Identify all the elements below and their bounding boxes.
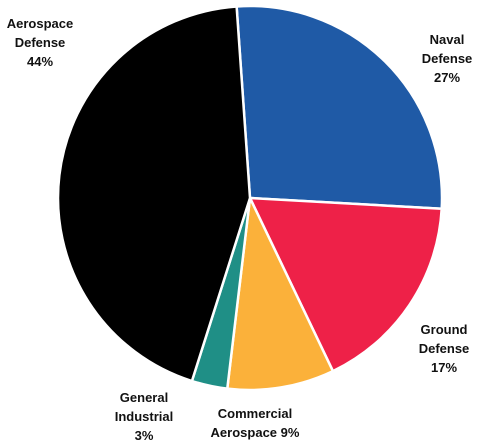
label-commercial-aerospace-line2: Aerospace 9%	[210, 425, 300, 440]
label-aerospace-defense-line1: Aerospace	[6, 16, 74, 31]
label-aerospace-defense: Aerospace Defense 44%	[2, 14, 78, 71]
label-naval-defense: Naval Defense 27%	[416, 30, 478, 87]
label-general-industrial-line1: General	[119, 390, 169, 405]
label-aerospace-defense-value: 44%	[26, 54, 54, 69]
label-commercial-aerospace-line1: Commercial	[217, 406, 293, 421]
label-naval-defense-line2: Defense	[421, 51, 473, 66]
label-general-industrial: General Industrial 3%	[112, 388, 176, 445]
slice-naval-defense	[235, 4, 444, 210]
pie-slices	[56, 4, 444, 392]
label-naval-defense-value: 27%	[433, 70, 461, 85]
label-general-industrial-line2: Industrial	[114, 409, 174, 424]
label-naval-defense-line1: Naval	[429, 32, 465, 47]
slice-aerospace-defense	[56, 5, 252, 383]
label-ground-defense-value: 17%	[430, 360, 458, 375]
label-aerospace-defense-line2: Defense	[14, 35, 66, 50]
label-ground-defense: Ground Defense 17%	[408, 320, 480, 377]
label-ground-defense-line2: Defense	[418, 341, 470, 356]
slice-commercial-aerospace	[226, 196, 335, 392]
label-general-industrial-value: 3%	[134, 428, 154, 443]
label-ground-defense-line1: Ground	[420, 322, 468, 337]
slice-ground-defense	[248, 196, 443, 373]
label-commercial-aerospace: Commercial Aerospace 9%	[196, 404, 314, 442]
